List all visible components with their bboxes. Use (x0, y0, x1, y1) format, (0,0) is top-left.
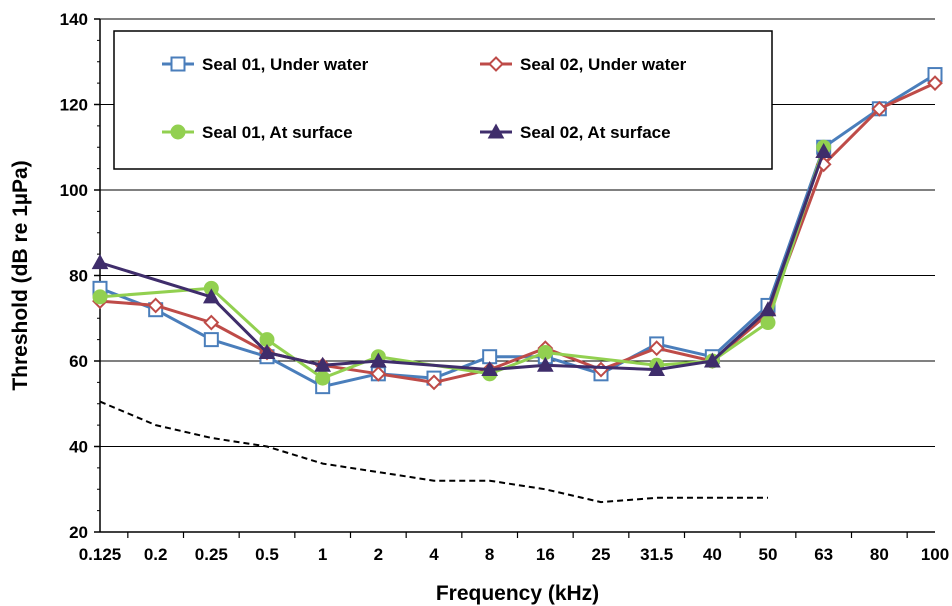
x-tick-label: 2 (374, 545, 383, 564)
data-point-triangle (759, 301, 777, 317)
x-tick-label: 0.5 (255, 545, 279, 564)
y-tick-label: 20 (69, 523, 88, 542)
series-line (99, 400, 768, 504)
data-point-circle (170, 124, 186, 140)
x-tick-label: 0.2 (144, 545, 168, 564)
data-point-triangle (703, 352, 721, 368)
x-tick-label: 25 (592, 545, 611, 564)
y-tick-label: 60 (69, 352, 88, 371)
y-axis-title: Threshold (dB re 1µPa) (9, 160, 32, 390)
x-tick-label: 0.25 (195, 545, 228, 564)
data-point-diamond (370, 365, 387, 382)
axes (94, 18, 935, 538)
x-tick-label: 100 (921, 545, 949, 564)
data-point-triangle (648, 361, 666, 377)
data-point-square (170, 56, 186, 72)
legend: Seal 01, Under water Seal 02, Under water… (113, 30, 773, 170)
series-lines (91, 67, 943, 504)
data-point-triangle (91, 254, 109, 270)
data-point-diamond (426, 374, 442, 391)
x-tick-label: 50 (759, 545, 778, 564)
data-point-diamond (927, 75, 943, 92)
legend-label: Seal 02, At surface (520, 123, 671, 142)
data-point-triangle (202, 288, 220, 304)
series-dashed-reference (99, 400, 768, 504)
legend-box (113, 30, 773, 170)
y-tick-label: 80 (69, 267, 88, 286)
data-point-triangle (481, 361, 499, 377)
y-tick-label: 140 (60, 10, 88, 29)
data-point-diamond (488, 56, 504, 72)
x-tick-label: 0.125 (79, 545, 122, 564)
tick-labels: 20 40 60 80 100 120 140 0.125 0.2 0.25 0.5 1 2 4 8 16 25… (60, 10, 950, 564)
y-tick-label: 120 (60, 96, 88, 115)
data-point-triangle (536, 356, 554, 372)
legend-item: Seal 02, Under water (480, 55, 687, 74)
legend-label: Seal 01, At surface (202, 123, 353, 142)
x-tick-label: 1 (318, 545, 327, 564)
data-point-square (203, 332, 219, 348)
data-point-diamond (871, 100, 888, 117)
x-tick-label: 40 (703, 545, 722, 564)
series-seal-02-at-surface (91, 142, 833, 377)
x-tick-label: 4 (429, 545, 439, 564)
data-point-triangle (314, 356, 332, 372)
legend-label: Seal 02, Under water (520, 55, 687, 74)
data-point-circle (315, 370, 331, 386)
x-tick-label: 16 (536, 545, 555, 564)
y-tick-label: 40 (69, 438, 88, 457)
data-point-diamond (203, 314, 220, 331)
x-tick-label: 31.5 (640, 545, 673, 564)
data-point-triangle (815, 142, 833, 159)
x-tick-label: 80 (870, 545, 889, 564)
x-tick-label: 8 (485, 545, 494, 564)
legend-item: Seal 02, At surface (480, 123, 671, 142)
data-point-triangle (258, 343, 276, 359)
data-point-triangle (369, 352, 387, 368)
legend-item: Seal 01, At surface (162, 123, 353, 142)
data-point-diamond (648, 340, 665, 357)
data-point-diamond (147, 297, 164, 314)
legend-label: Seal 01, Under water (202, 55, 369, 74)
y-tick-label: 100 (60, 181, 88, 200)
x-axis-title: Frequency (kHz) (436, 582, 599, 605)
data-point-circle (92, 289, 108, 305)
legend-item: Seal 01, Under water (162, 55, 369, 74)
data-point-triangle (487, 123, 505, 139)
x-tick-label: 63 (814, 545, 833, 564)
data-point-circle (760, 315, 776, 331)
